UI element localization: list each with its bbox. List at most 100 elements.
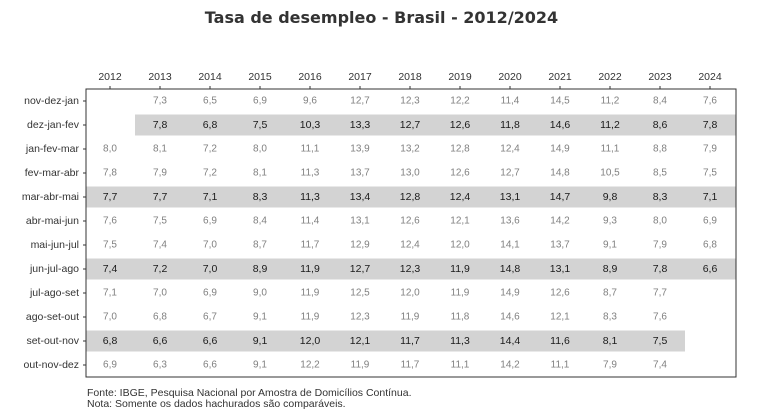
table-cell: 12,3 [400,96,420,107]
table-cell: 11,3 [450,335,470,347]
table-cell: 7,6 [653,312,667,323]
table-cell: 8,3 [653,191,668,203]
table-cell: 7,0 [103,312,117,323]
table-cell: 13,9 [350,144,370,155]
table-cell: 12,6 [400,216,420,227]
table-border [85,88,737,378]
table-cell: 8,9 [603,263,618,275]
table-cell: 7,6 [703,96,717,107]
table-cell: 11,4 [301,216,320,227]
table-cell: 8,1 [153,144,167,155]
table-cell: 6,5 [203,96,217,107]
table-cell: 9,0 [253,288,267,299]
table-cell: 12,4 [450,191,471,203]
table-cell: 9,1 [253,335,268,347]
table-cell: 7,2 [153,263,168,275]
table-cell: 8,0 [253,144,267,155]
table-cell: 13,1 [350,216,370,227]
row-label: fev-mar-abr [25,167,80,179]
table-cell: 7,0 [203,263,218,275]
table-cell: 13,6 [500,216,520,227]
table-cell: 7,7 [103,191,118,203]
table-cell: 7,2 [203,168,217,179]
column-header: 2021 [548,71,572,83]
source-text: Fonte: IBGE, Pesquisa Nacional por Amost… [87,387,412,399]
row-label: mai-jun-jul [31,239,79,251]
row-label: set-out-nov [26,335,79,347]
table-cell: 11,6 [550,335,570,347]
table-cell: 8,1 [253,168,267,179]
table-cell: 12,3 [400,263,421,275]
row-labels: nov-dez-jan dez-jan-fev jan-fev-mar fev-mar… [22,95,86,371]
table-cell: 7,1 [103,288,117,299]
table-cell: 14,2 [500,360,520,371]
table-cell: 7,8 [653,263,668,275]
table-cell: 8,7 [603,288,617,299]
note-text: Nota: Somente os dados hachurados são co… [87,398,346,410]
column-header: 2019 [448,71,472,83]
table-cell: 7,4 [653,360,667,371]
table-cell: 6,9 [703,216,717,227]
table-cell: 11,9 [301,312,320,323]
column-header: 2014 [198,71,222,83]
table-cell: 12,6 [450,168,470,179]
table-cell: 8,3 [603,312,617,323]
table-cell: 11,1 [551,360,570,371]
column-header: 2022 [598,71,622,83]
highlight-band [135,114,736,136]
table-cell: 11,8 [451,312,470,323]
table-cell: 6,8 [203,119,218,131]
table-cell: 14,5 [550,96,570,107]
column-header: 2015 [248,71,272,83]
table-cell: 13,2 [400,144,420,155]
table-cell: 11,9 [301,288,320,299]
table-cell: 13,7 [350,168,370,179]
table-cell: 7,8 [153,119,168,131]
table-cell: 12,3 [350,312,370,323]
table-cell: 6,9 [253,96,267,107]
table-cell: 11,3 [300,191,320,203]
table-cell: 6,6 [703,263,718,275]
table-cell: 11,8 [500,119,520,131]
table-cell: 8,3 [253,191,268,203]
table-cell: 7,5 [653,335,668,347]
table-cell: 7,5 [153,216,167,227]
table-cell: 13,7 [550,240,570,251]
table-cell: 11,7 [400,335,420,347]
table-cell: 7,1 [203,191,218,203]
table-cell: 8,7 [253,240,267,251]
table-cell: 14,6 [550,119,571,131]
table-cell: 7,8 [703,119,718,131]
table-cell: 7,9 [603,360,617,371]
table-cell: 7,0 [203,240,217,251]
table-cell: 11,9 [351,360,370,371]
table-cell: 14,7 [550,191,571,203]
column-header: 2024 [698,71,722,83]
table-cell: 7,3 [153,96,167,107]
table-cell: 12,7 [350,263,371,275]
table-cell: 11,9 [401,312,420,323]
column-header: 2017 [348,71,372,83]
table-cell: 12,6 [450,119,471,131]
table-cell: 8,6 [653,119,668,131]
footer: Fonte: IBGE, Pesquisa Nacional por Amost… [87,388,412,410]
column-headers: 2012 2013 2014 2015 2016 2017 2018 2019 2020 2021… [98,71,722,89]
table-cell: 6,8 [103,335,118,347]
row-label: jul-ago-set [29,287,79,299]
table-cell: 12,7 [400,119,421,131]
table-cell: 10,3 [300,119,321,131]
table-cell: 6,9 [203,288,217,299]
column-header: 2016 [298,71,322,83]
table-cell: 14,9 [500,288,520,299]
table-cell: 14,4 [500,335,521,347]
table-cell: 7,9 [703,144,717,155]
table-cell: 6,6 [203,360,217,371]
table-cell: 12,7 [500,168,520,179]
table-cell: 13,1 [500,191,521,203]
table-cell: 14,8 [550,168,570,179]
table-cell: 11,7 [401,360,420,371]
table-cell: 8,9 [253,263,268,275]
table-cell: 8,4 [653,96,667,107]
table-cell: 6,6 [153,335,168,347]
table-cell: 9,3 [603,216,617,227]
